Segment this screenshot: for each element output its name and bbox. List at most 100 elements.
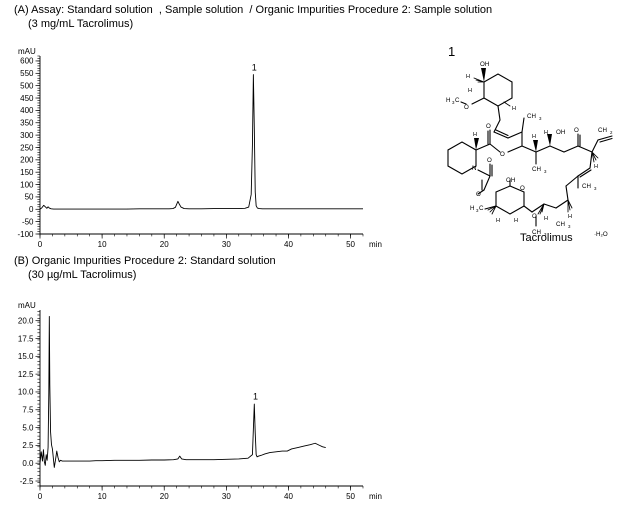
- h-label-3: H: [512, 106, 516, 112]
- y-tick-label: 2.5: [22, 441, 34, 450]
- chromatogram-panel-a: -100 -50 0 50 100 150 200 250 300 350 400 450 500 550…: [0, 34, 400, 254]
- ch3-label-1: CH: [527, 113, 536, 120]
- h-label-7: H: [532, 134, 536, 140]
- y-tick-label: 500: [20, 81, 34, 90]
- peak-label: 1: [252, 63, 257, 73]
- o-label-ester: O: [500, 151, 505, 158]
- ch3-label-3: CH: [532, 166, 541, 173]
- y-tick-label: -2.5: [20, 477, 34, 486]
- hydrate-label: ·H₂O: [594, 231, 608, 238]
- panel-b-caption-line1: (B) Organic Impurities Procedure 2: Stan…: [14, 255, 276, 267]
- y-tick-label: 600: [20, 57, 34, 66]
- x-tick-label: 40: [284, 240, 293, 249]
- y-tick-label: 0: [29, 205, 34, 214]
- o-label-ring: O: [520, 185, 525, 192]
- peak-label: 1: [253, 391, 258, 401]
- cyclohexyl-ring: OH H H O H 3 C H: [446, 61, 516, 121]
- h-label-10: H: [568, 214, 572, 220]
- x-axis-unit-label: min: [369, 492, 382, 501]
- y-axis-unit-label: mAU: [18, 47, 36, 56]
- h3c-sub-pyranose: 3: [476, 208, 479, 213]
- ch3-sub-2: 3: [544, 232, 547, 237]
- x-tick-label: 0: [38, 240, 43, 249]
- h-label-1: H: [466, 74, 470, 80]
- chromatogram-panel-b: -2.5 0.0 2.5 5.0 7.5 10.0 12.5 15.0 17.5 20.0 mAU 0…: [0, 296, 400, 511]
- oh-label-right: OH: [556, 129, 565, 136]
- y-axis-unit-label: mAU: [18, 301, 36, 310]
- macrocycle-right: H CH 3 OH H O CH 2 H CH 3 H CH 3 H: [521, 127, 613, 229]
- y-tick-label: 15.0: [18, 352, 34, 361]
- y-tick-label: -100: [17, 230, 34, 239]
- ch3-sub-1: 3: [539, 116, 542, 121]
- diene-segment: CH 3: [493, 113, 542, 147]
- x-tick-label: 10: [98, 240, 107, 249]
- y-tick-label: 10.0: [18, 388, 34, 397]
- o-label-methoxy-2: O: [532, 213, 537, 220]
- y-tick-label: 17.5: [18, 334, 34, 343]
- x-tick-label: 40: [284, 492, 293, 501]
- ester-and-piperidine: O O N H O O: [447, 123, 523, 198]
- y-tick-label: 250: [20, 143, 34, 152]
- ch3-sub-3: 3: [544, 169, 547, 174]
- y-tick-label: 400: [20, 106, 34, 115]
- o-label-carbonyl-1: O: [486, 123, 491, 130]
- ch3-label-2: CH: [532, 229, 541, 236]
- x-tick-label: 20: [160, 492, 169, 501]
- y-tick-label: 150: [20, 168, 34, 177]
- y-tick-label: 0.0: [22, 459, 34, 468]
- structure-number-label: 1: [448, 44, 456, 59]
- o-label-carbonyl-3: O: [476, 191, 481, 198]
- c-label-methoxy: C: [455, 97, 460, 104]
- panel-b-caption-line2: (30 µg/mL Tacrolimus): [28, 269, 137, 281]
- ch2-sub: 2: [610, 130, 613, 135]
- y-tick-label: 5.0: [22, 423, 34, 432]
- panel-a-caption-line1: (A) Assay: Standard solution , Sample so…: [14, 4, 493, 16]
- pyranose-ring: OH O H H H 3 C O CH 3: [470, 177, 547, 237]
- y-tick-label: 7.5: [22, 406, 34, 415]
- h-label-5: H: [496, 218, 500, 224]
- y-tick-label: -50: [22, 217, 34, 226]
- h-label-8: H: [544, 130, 548, 136]
- tacrolimus-svg: OH H H O H 3 C H CH 3 O O N H O: [446, 61, 613, 238]
- x-tick-label: 20: [160, 240, 169, 249]
- x-tick-label: 0: [38, 492, 43, 501]
- y-tick-label: 300: [20, 131, 34, 140]
- chart-a-svg: -100-50050100150200250300350400450500550…: [17, 47, 382, 249]
- x-tick-label: 50: [346, 240, 355, 249]
- ch2-label: CH: [598, 127, 607, 134]
- o-label-ketone: O: [574, 127, 579, 134]
- h3c-label-pyranose: H: [470, 205, 474, 212]
- x-tick-label: 30: [222, 240, 231, 249]
- h-label-6: H: [514, 218, 518, 224]
- h-label-9: H: [594, 164, 598, 170]
- h-label-11: H: [544, 216, 548, 222]
- tacrolimus-structure-diagram: OH H H O H 3 C H CH 3 O O N H O: [432, 40, 619, 255]
- chromatogram-trace: [39, 74, 363, 210]
- oh-label-top: OH: [480, 61, 489, 68]
- ch3-sub-5: 3: [568, 224, 571, 229]
- y-tick-label: 550: [20, 69, 34, 78]
- y-tick-label: 450: [20, 94, 34, 103]
- c-label-pyranose: C: [479, 205, 484, 212]
- o-label-methoxy: O: [464, 104, 469, 111]
- chromatogram-trace: [39, 315, 326, 468]
- y-tick-label: 200: [20, 156, 34, 165]
- y-tick-label: 50: [25, 193, 34, 202]
- x-tick-label: 50: [346, 492, 355, 501]
- ch3-label-4: CH: [582, 183, 591, 190]
- o-label-carbonyl-2: O: [487, 157, 492, 164]
- h-label-4: H: [473, 132, 477, 138]
- structure-compound-name: Tacrolimus: [520, 232, 573, 244]
- n-label-piperidine: N: [472, 165, 476, 172]
- panel-a-caption-line2: (3 mg/mL Tacrolimus): [28, 18, 134, 30]
- chart-b-svg: -2.5 0.0 2.5 5.0 7.5 10.0 12.5 15.0 17.5 20.0 mAU 0…: [18, 301, 382, 501]
- h3c-label-methoxy: H: [446, 97, 450, 104]
- h3c-sub-methoxy: 3: [452, 100, 455, 105]
- x-tick-label: 30: [222, 492, 231, 501]
- y-tick-label: 20.0: [18, 316, 34, 325]
- h-label-2: H: [468, 88, 472, 94]
- y-tick-label: 350: [20, 119, 34, 128]
- x-axis-unit-label: min: [369, 240, 382, 249]
- oh-label-pyranose: OH: [506, 177, 515, 184]
- ch3-sub-4: 3: [594, 186, 597, 191]
